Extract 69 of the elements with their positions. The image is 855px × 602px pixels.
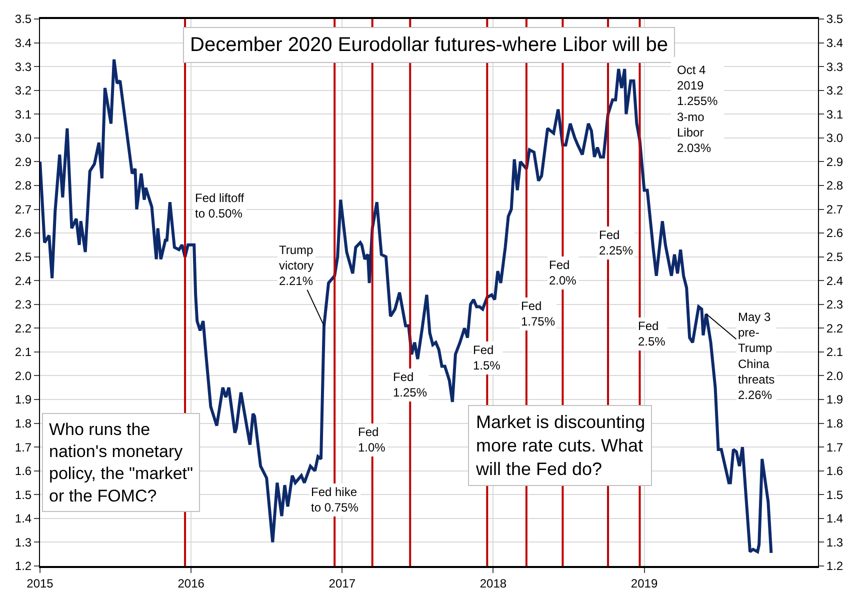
y-tick-label: 3.2 (14, 84, 32, 98)
y2-tick-label: 3.2 (826, 84, 844, 98)
y2-tick-label: 3.0 (826, 131, 844, 146)
y-tick-label: 2.1 (14, 345, 32, 360)
y2-tick-label: 1.8 (826, 416, 844, 430)
y2-tick-label: 2.9 (826, 154, 844, 169)
ref-line-label: Fed liftoff to 0.50% (195, 191, 245, 221)
y2-tick-label: 2.3 (826, 298, 844, 312)
y2-tick-label: 1.2 (826, 559, 844, 574)
y2-tick-label: 1.9 (826, 392, 844, 407)
y-tick-label: 1.3 (14, 535, 32, 550)
y2-tick-label: 1.3 (826, 535, 844, 550)
y2-tick-label: 2.1 (826, 345, 844, 360)
y-tick-label: 2.3 (14, 298, 32, 312)
ref-line-label: Fed hike to 0.75% (311, 485, 359, 515)
annotation: Who runs the nation's monetary policy, the "market" or the FOMC? (49, 420, 194, 506)
ref-line-label: Fed 1.0% (358, 425, 386, 455)
y2-tick-label: 1.4 (826, 512, 844, 526)
y-tick-label: 1.4 (14, 512, 32, 526)
ref-line-label: Fed 1.5% (473, 343, 501, 373)
y2-tick-label: 2.5 (826, 250, 844, 264)
y2-tick-label: 2.4 (826, 274, 844, 288)
y2-tick-label: 2.2 (826, 321, 844, 336)
y-tick-label: 2.8 (14, 178, 32, 193)
y-tick-label: 1.7 (14, 440, 32, 454)
y-tick-label: 2.7 (14, 202, 32, 216)
y2-tick-label: 3.3 (826, 60, 844, 74)
text: December 2020 Eurodollar futures-where Libor will be (190, 34, 668, 56)
y2-tick-label: 1.5 (826, 488, 844, 502)
y2-tick-label: 3.5 (826, 12, 844, 26)
y-tick-label: 2.6 (14, 226, 32, 240)
y-tick-label: 2.5 (14, 250, 32, 264)
y-tick-label: 2.0 (14, 368, 32, 383)
annotation: Oct 4 2019 1.255% 3-mo Libor 2.03% (677, 63, 718, 155)
y-tick-label: 1.6 (14, 464, 32, 478)
y2-tick-label: 3.1 (826, 107, 844, 122)
x-tick-label: 2015 (26, 576, 54, 590)
x-tick-label: 2018 (480, 576, 507, 590)
y-tick-label: 1.9 (14, 392, 32, 407)
y2-tick-label: 3.4 (826, 36, 844, 50)
ref-line-label: Fed 2.0% (549, 258, 577, 288)
y-tick-label: 2.4 (14, 274, 32, 288)
y-tick-label: 3.1 (14, 107, 32, 122)
y-tick-label: 3.5 (14, 12, 32, 26)
x-tick-label: 2016 (178, 576, 205, 590)
y-tick-label: 3.4 (14, 36, 32, 50)
y2-tick-label: 2.7 (826, 202, 844, 216)
y-tick-label: 3.0 (14, 131, 32, 146)
ref-line-label: Fed 2.5% (638, 319, 666, 349)
y-tick-label: 1.5 (14, 488, 32, 502)
annotation: May 3 pre- Trump China threats 2.26% (738, 310, 775, 402)
y-tick-label: 2.9 (14, 154, 32, 169)
y-tick-label: 1.2 (14, 559, 32, 574)
line-series (40, 58, 773, 554)
x-tick-label: 2017 (328, 576, 356, 590)
x-tick-label: 2019 (630, 576, 658, 590)
annotation: Market is discounting more rate cuts. What will the Fed do? (475, 412, 646, 479)
y2-tick-label: 2.8 (826, 178, 844, 193)
annotation: Trump victory 2.21% (279, 243, 314, 288)
y-tick-label: 3.3 (14, 60, 32, 74)
y2-tick-label: 1.6 (826, 464, 844, 478)
y2-tick-label: 2.0 (826, 368, 844, 383)
ref-line-label: Fed 2.25% (599, 228, 634, 258)
y-tick-label: 2.2 (14, 321, 32, 336)
y2-tick-label: 1.7 (826, 440, 844, 454)
ref-line-label: Fed 1.25% (393, 370, 428, 400)
y2-tick-label: 2.6 (826, 226, 844, 240)
y-tick-label: 1.8 (14, 416, 32, 430)
ref-line-label: Fed 1.75% (521, 299, 556, 329)
